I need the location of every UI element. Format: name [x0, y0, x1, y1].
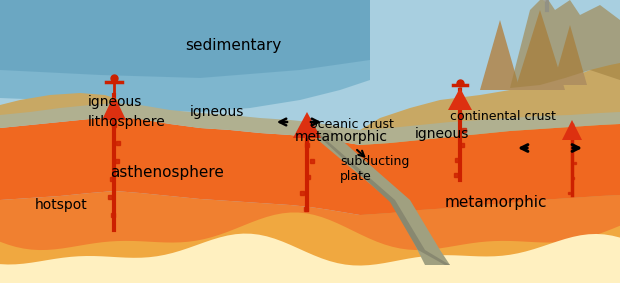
Text: lithosphere: lithosphere: [88, 115, 166, 129]
Polygon shape: [305, 130, 450, 265]
Text: igneous: igneous: [88, 95, 143, 109]
Text: subducting
plate: subducting plate: [340, 155, 409, 183]
Polygon shape: [448, 88, 472, 110]
Text: metamorphic: metamorphic: [445, 195, 547, 210]
Text: igneous: igneous: [190, 105, 244, 119]
Text: asthenosphere: asthenosphere: [110, 165, 224, 180]
Text: oceanic crust: oceanic crust: [310, 118, 394, 131]
Polygon shape: [102, 95, 126, 120]
Text: metamorphic: metamorphic: [295, 130, 388, 144]
Text: hotspot: hotspot: [35, 198, 88, 212]
Text: continental crust: continental crust: [450, 110, 556, 123]
Polygon shape: [0, 191, 620, 283]
Polygon shape: [0, 0, 370, 112]
Polygon shape: [360, 0, 620, 283]
Text: igneous: igneous: [415, 127, 469, 141]
Polygon shape: [0, 93, 120, 118]
Polygon shape: [293, 112, 321, 138]
Polygon shape: [0, 117, 620, 215]
Text: sedimentary: sedimentary: [185, 38, 281, 53]
Polygon shape: [480, 20, 520, 90]
Polygon shape: [562, 120, 582, 140]
Polygon shape: [515, 10, 565, 90]
Polygon shape: [510, 0, 620, 88]
Polygon shape: [553, 25, 587, 85]
Polygon shape: [0, 233, 620, 283]
Polygon shape: [0, 103, 620, 145]
Polygon shape: [0, 0, 370, 78]
Polygon shape: [0, 213, 620, 283]
Polygon shape: [305, 130, 450, 265]
